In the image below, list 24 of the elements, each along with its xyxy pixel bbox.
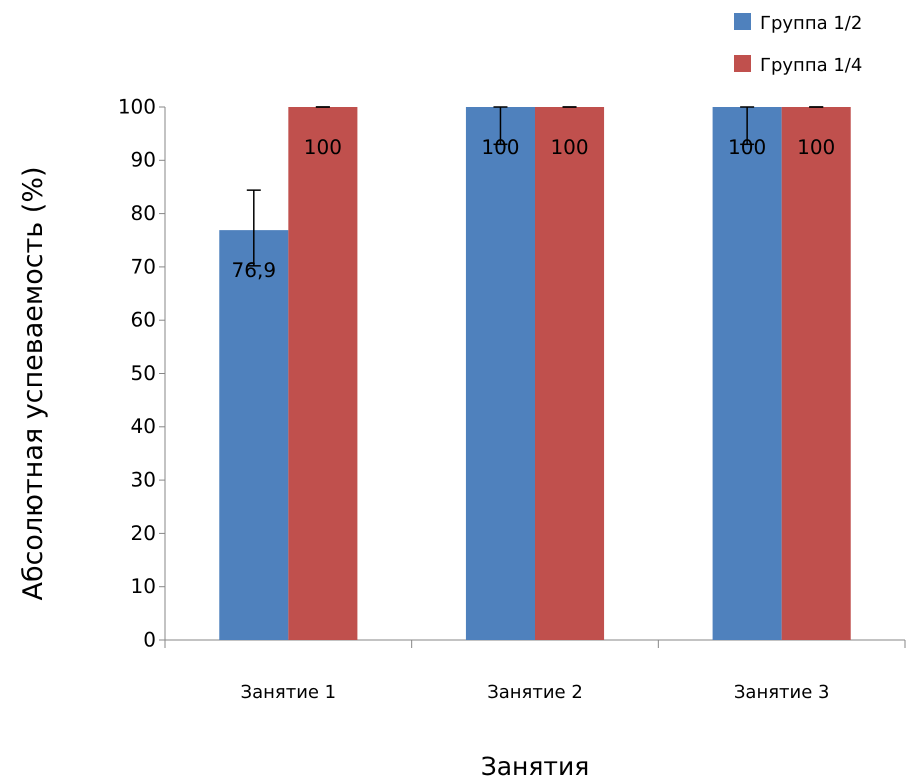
y-tick-label: 90 <box>130 148 156 172</box>
data-label: 100 <box>728 135 766 159</box>
data-label: 100 <box>304 135 342 159</box>
y-tick-label: 50 <box>130 360 156 385</box>
legend-label: Группа 1/2 <box>760 13 862 34</box>
y-tick-label: 70 <box>130 254 156 278</box>
y-tick-label: 10 <box>130 574 156 598</box>
x-tick-label: Занятие 2 <box>487 682 583 703</box>
y-tick-label: 60 <box>130 308 156 332</box>
legend-label: Группа 1/4 <box>760 55 862 76</box>
y-tick-label: 0 <box>143 627 156 652</box>
x-axis-title: Занятия <box>480 752 590 781</box>
data-label: 100 <box>481 135 520 159</box>
data-label: 100 <box>797 135 836 159</box>
y-tick-label: 80 <box>130 201 156 225</box>
y-tick-label: 30 <box>130 468 156 492</box>
y-tick-label: 20 <box>130 520 156 545</box>
x-tick-label: Занятие 3 <box>734 682 830 703</box>
y-tick-label: 40 <box>130 414 156 438</box>
data-label: 76,9 <box>232 258 276 282</box>
x-tick-label: Занятие 1 <box>240 682 336 703</box>
data-label: 100 <box>550 135 589 159</box>
y-tick-label: 100 <box>118 94 156 118</box>
y-axis-title: Абсолютная успеваемость (%) <box>18 166 49 601</box>
